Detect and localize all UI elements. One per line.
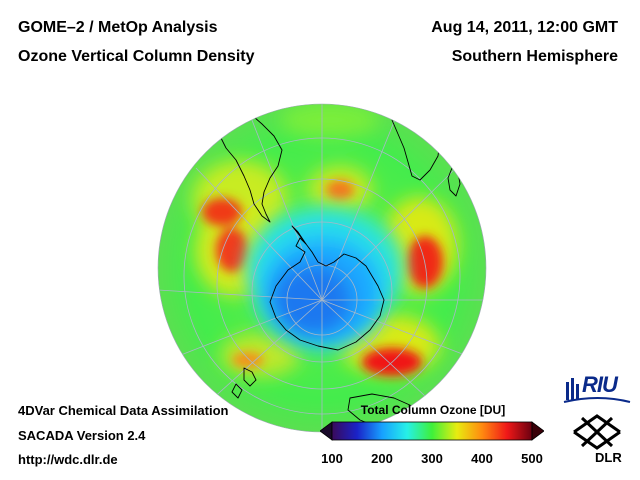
dlr-logo-mark — [573, 414, 621, 450]
analysis-date: Aug 14, 2011, 12:00 GMT — [431, 19, 618, 36]
colorbar-tick-400: 400 — [471, 451, 493, 466]
colorbar-tick-500: 500 — [521, 451, 543, 466]
product-title: Ozone Vertical Column Density — [18, 48, 255, 65]
colorbar — [320, 421, 544, 441]
riu-logo-text: RIU — [582, 372, 618, 397]
colorbar-tick-300: 300 — [421, 451, 443, 466]
hemisphere-label: Southern Hemisphere — [451, 48, 618, 65]
colorbar-high-arrow — [531, 421, 544, 441]
website-url: http://wdc.dlr.de — [18, 452, 118, 467]
dlr-logo: DLR — [562, 412, 632, 470]
colorbar-scale — [331, 421, 533, 441]
colorbar-title: Total Column Ozone [DU] — [360, 403, 506, 417]
colorbar-low-arrow — [320, 421, 333, 441]
south-america-coastline — [211, 104, 283, 223]
antarctica-coastline — [269, 237, 385, 351]
new-zealand-coastline — [231, 367, 257, 399]
graticule-lines — [158, 104, 486, 432]
riu-logo: RIU — [562, 372, 632, 406]
instrument-title: GOME–2 / MetOp Analysis — [18, 19, 218, 36]
ozone-maxima — [202, 180, 443, 376]
riu-logo-mark — [563, 378, 631, 403]
version-label: SACADA Version 2.4 — [18, 428, 146, 443]
antarctic-peninsula-coastline — [291, 225, 307, 245]
colorbar-tick-200: 200 — [371, 451, 393, 466]
dlr-logo-text: DLR — [595, 450, 622, 465]
colorbar-tick-100: 100 — [321, 451, 343, 466]
method-label: 4DVar Chemical Data Assimilation — [18, 403, 229, 418]
